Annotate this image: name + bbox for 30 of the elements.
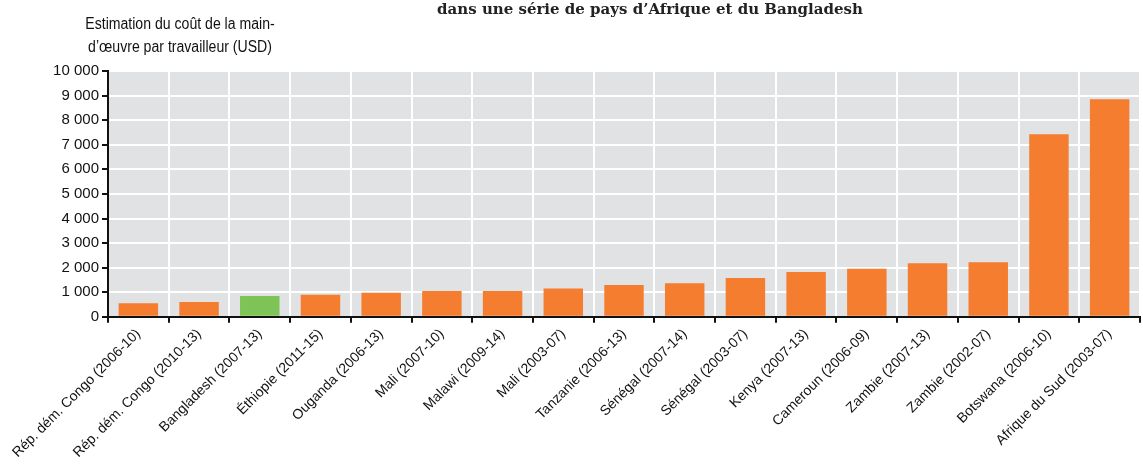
bar: [422, 291, 462, 316]
chart-title: dans une série de pays d’Afrique et du Bangladesh: [436, 0, 864, 18]
y-tick-label: 8 000: [61, 110, 99, 128]
bar: [482, 291, 523, 316]
bar: [118, 303, 159, 316]
bar: [1029, 134, 1069, 316]
y-tick-label: 1 000: [61, 282, 99, 300]
y-tick-label: 3 000: [61, 233, 99, 251]
bar: [300, 294, 341, 316]
y-axis-title: Estimation du coût de la main-d’œuvre par travailleur (USD): [84, 14, 276, 57]
y-tick-label: 7 000: [61, 134, 99, 152]
y-tick-label: 6 000: [61, 159, 99, 177]
bar: [664, 283, 705, 316]
y-tick-label: 4 000: [61, 208, 99, 226]
y-tick-label: 9 000: [61, 85, 99, 103]
bar: [907, 263, 948, 316]
bar: [361, 292, 401, 316]
bar: [1089, 99, 1130, 316]
bar: [543, 288, 584, 316]
y-tick-label: 10 000: [53, 61, 99, 79]
bar: [725, 278, 766, 316]
y-tick-label: 5 000: [61, 184, 99, 202]
bar: [604, 284, 644, 316]
bar: [968, 262, 1008, 316]
y-tick-label: 2 000: [61, 257, 99, 275]
bar: [847, 268, 887, 316]
y-tick-label: 0: [90, 307, 99, 324]
bar: [240, 295, 280, 316]
bar: [786, 272, 826, 316]
bar: [179, 302, 219, 316]
